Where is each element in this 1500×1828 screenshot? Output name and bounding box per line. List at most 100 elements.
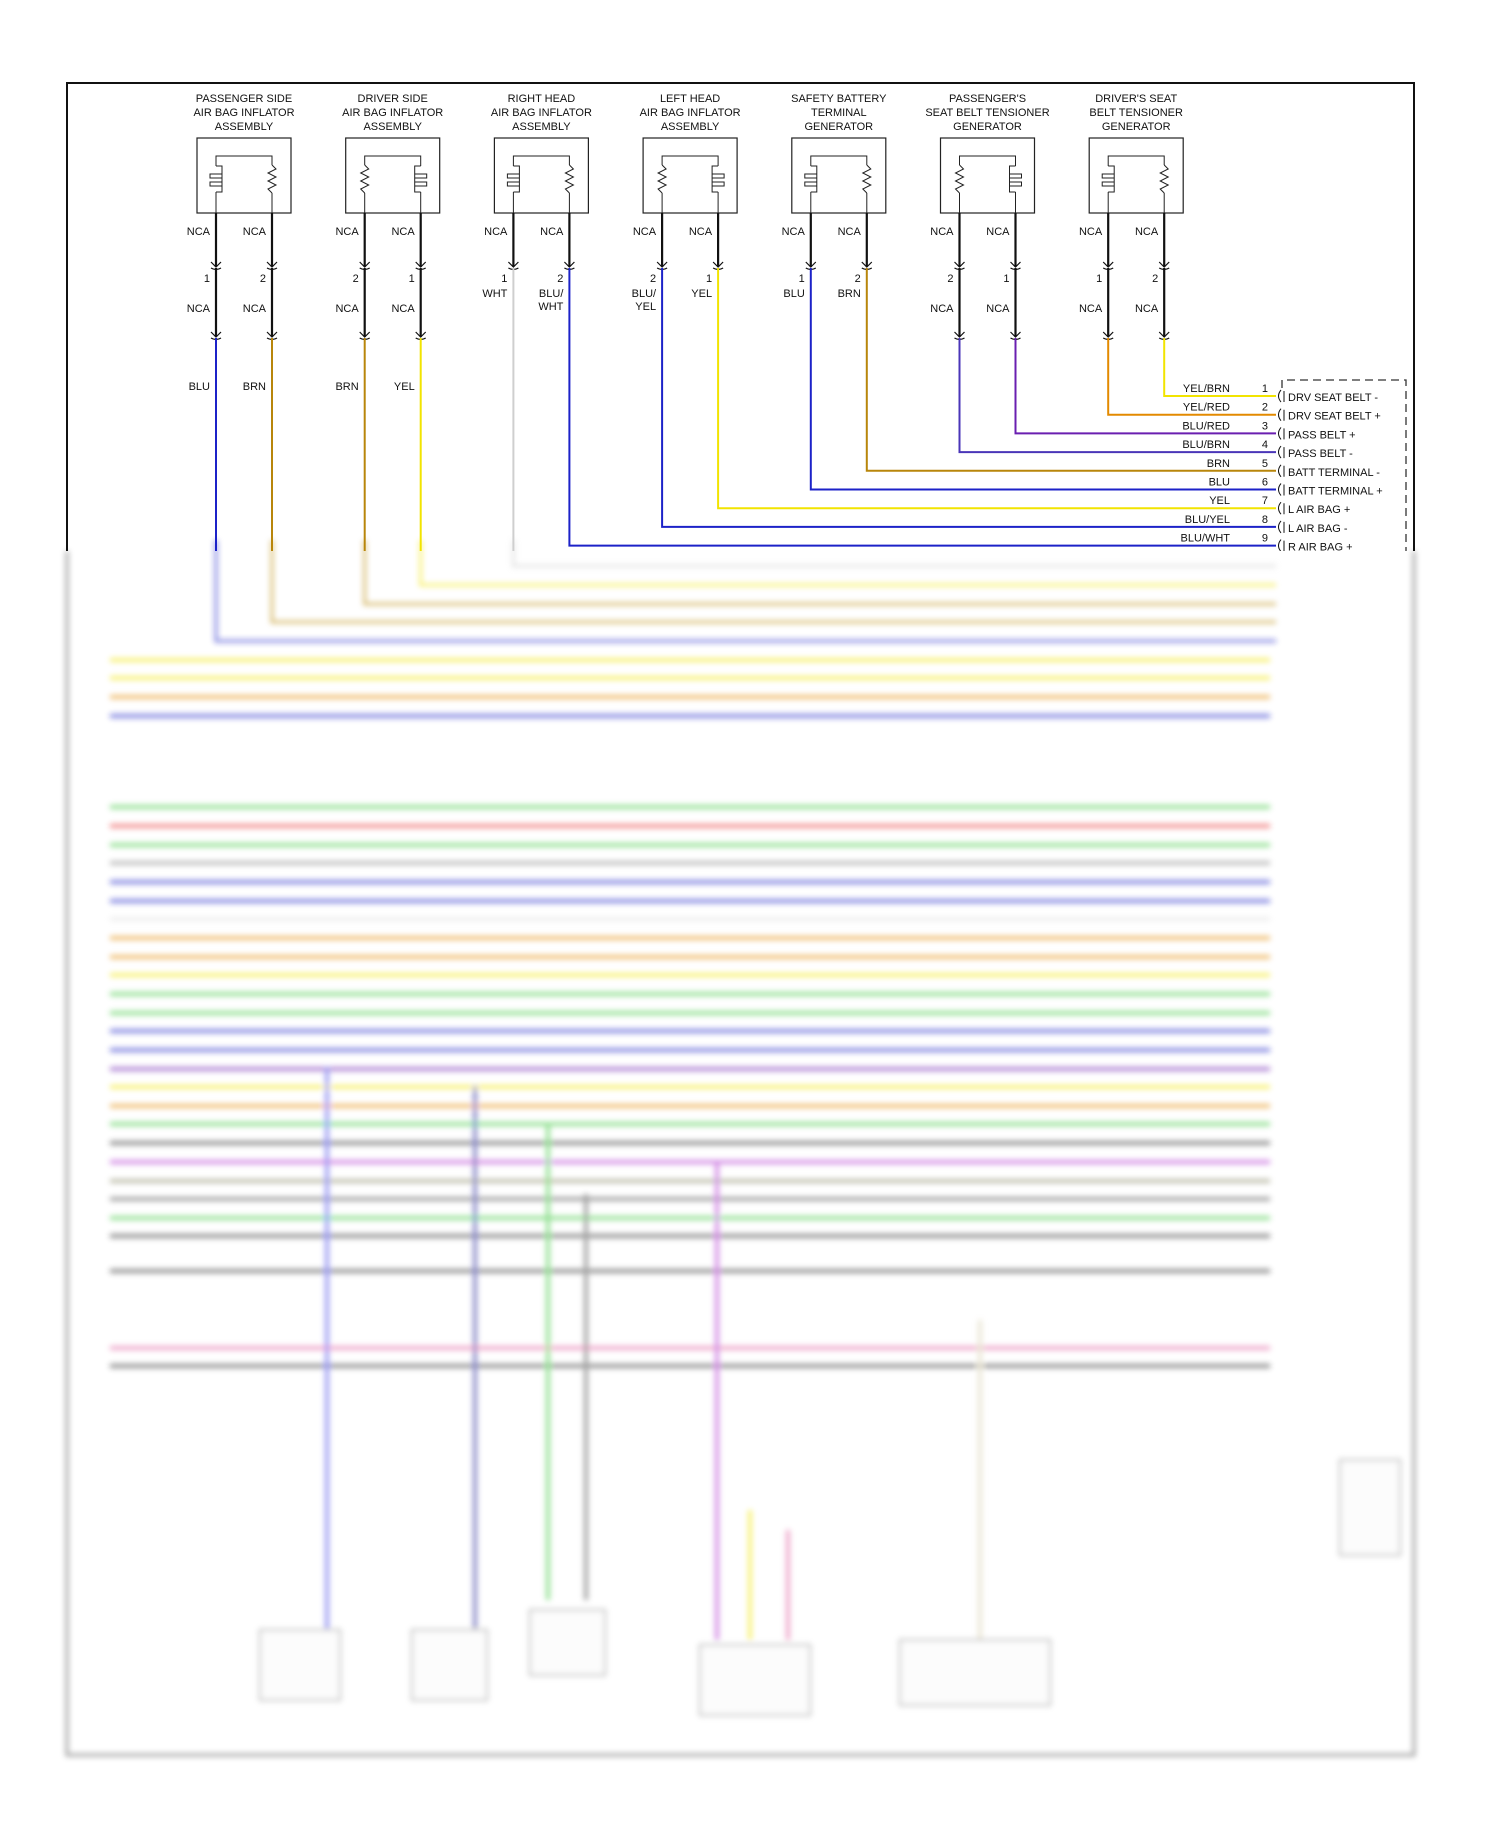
wire-label: NCA: [391, 226, 415, 238]
connector-terminal-icon: [1278, 427, 1282, 440]
connector-terminal-icon: [1278, 483, 1282, 496]
wire-color-label: BLU/RED: [1182, 420, 1230, 432]
blurred-wire: [270, 540, 1276, 624]
wire-pin-2: [1107, 338, 1276, 416]
diagram-frame: [66, 82, 1415, 551]
wire-pin-7: [717, 268, 1276, 510]
connector-terminal-icon: [1278, 389, 1282, 403]
connector-terminal-icon: [1278, 464, 1282, 478]
wire-label: NCA: [484, 226, 508, 238]
squib-icon: [414, 165, 428, 193]
pin-number: 2: [557, 273, 563, 285]
pin-number: 5: [1262, 458, 1268, 470]
component-7: DRIVER'S SEAT BELT TENSIONER GENERATOR NCA 1…: [1079, 93, 1184, 341]
pin-function-label: BATT TERMINAL -: [1288, 467, 1380, 479]
wire-label: NCA: [335, 303, 359, 315]
pin-number: 1: [501, 273, 507, 285]
pin-number: 1: [204, 273, 210, 285]
wire-color-label: BRN: [335, 381, 358, 393]
component-1: PASSENGER SIDE AIR BAG INFLATOR ASSEMBLY NC…: [187, 93, 295, 393]
wire-color-label: BLU/: [632, 288, 657, 300]
wire-color-label: YEL: [394, 381, 415, 393]
wire-color-label: BRN: [1207, 458, 1230, 470]
component-title-line: GENERATOR: [953, 121, 1022, 133]
wire-label: NCA: [930, 226, 954, 238]
pin-number: 2: [1152, 273, 1158, 285]
wire-color-label: YEL: [691, 288, 712, 300]
wire-color-label: BLU: [189, 381, 210, 393]
squib-icon: [1101, 165, 1115, 193]
wire-label: NCA: [391, 303, 415, 315]
component-title-line: PASSENGER SIDE: [196, 93, 292, 105]
pin-function-label: R AIR BAG +: [1288, 542, 1353, 554]
component-title-line: DRIVER SIDE: [358, 93, 428, 105]
squib-icon: [209, 165, 223, 193]
wire-color-label: BLU/BRN: [1182, 439, 1230, 451]
wire-pin-9: [568, 268, 1276, 547]
wire-label: NCA: [540, 226, 564, 238]
squib-mask: [414, 166, 427, 192]
blurred-component-box: [699, 1644, 811, 1716]
wire-label: NCA: [243, 226, 267, 238]
component-title-line: AIR BAG INFLATOR: [193, 107, 294, 119]
pin-number: 7: [1262, 495, 1268, 507]
resistor-icon: [1159, 164, 1170, 194]
squib-icon: [804, 165, 818, 193]
pin-number: 1: [1096, 273, 1102, 285]
module-connector-outline: [1281, 379, 1407, 551]
component-title-line: AIR BAG INFLATOR: [491, 107, 592, 119]
connector-terminal-icon: [1278, 408, 1282, 422]
component-2: DRIVER SIDE AIR BAG INFLATOR ASSEMBLY NCA 2 N…: [335, 93, 443, 393]
connector-terminal-icon: [1278, 501, 1282, 515]
wire-label: NCA: [1135, 303, 1159, 315]
component-title-line: TERMINAL: [811, 107, 867, 119]
resistor-icon: [656, 164, 668, 194]
pin-function-label: BATT TERMINAL +: [1288, 486, 1383, 498]
pin-function-label: PASS BELT +: [1288, 429, 1356, 441]
wire-label: NCA: [1079, 303, 1103, 315]
blurred-wire: [419, 540, 1276, 587]
pin-number: 6: [1262, 477, 1268, 489]
squib-mask: [804, 166, 817, 192]
wire-color-label: BLU/WHT: [1181, 533, 1231, 545]
diagram-frame-lower: [65, 551, 1416, 1757]
wire-label: NCA: [243, 303, 267, 315]
pin-number: 2: [260, 273, 266, 285]
blurred-wire: [511, 540, 1276, 568]
wire-color-label: YEL/BRN: [1183, 383, 1230, 395]
wire-label: NCA: [633, 226, 657, 238]
component-title-line: GENERATOR: [1102, 121, 1171, 133]
pin-number: 3: [1262, 420, 1268, 432]
pin-function-label: L AIR BAG -: [1288, 523, 1348, 535]
component-3: RIGHT HEAD AIR BAG INFLATOR ASSEMBLY NCA 1 WH…: [482, 93, 592, 313]
wire-label: NCA: [1135, 226, 1159, 238]
pin-number: 1: [409, 273, 415, 285]
squib-mask: [712, 166, 725, 192]
component-title-line: AIR BAG INFLATOR: [342, 107, 443, 119]
squib-mask: [210, 166, 222, 192]
component-title-line: DRIVER'S SEAT: [1095, 93, 1177, 105]
wire-color-label: BLU/YEL: [1185, 514, 1230, 526]
component-title-line: ASSEMBLY: [363, 121, 422, 133]
wire-pin-5: [865, 268, 1276, 472]
blurred-component-box: [899, 1639, 1051, 1706]
component-title-line: PASSENGER'S: [949, 93, 1026, 105]
component-title-line: BELT TENSIONER: [1089, 107, 1183, 119]
wire-label: NCA: [335, 226, 359, 238]
wire-color-label: BLU/: [539, 288, 564, 300]
squib-mask: [1102, 166, 1115, 192]
connector-terminal-icon: [1278, 539, 1282, 551]
wire-label: NCA: [986, 303, 1010, 315]
component-title-line: GENERATOR: [804, 121, 873, 133]
pin-number: 1: [1262, 383, 1268, 395]
component-title-line: SEAT BELT TENSIONER: [925, 107, 1049, 119]
resistor-icon: [861, 164, 872, 194]
squib-icon: [506, 165, 520, 193]
component-title-line: ASSEMBLY: [661, 121, 720, 133]
blurred-component-box: [1339, 1459, 1401, 1556]
blurred-wire: [363, 540, 1276, 606]
component-title-line: SAFETY BATTERY: [791, 93, 887, 105]
blurred-wire: [214, 540, 1276, 643]
resistor-icon: [266, 164, 278, 194]
wire-color-label: BLU: [1209, 477, 1230, 489]
